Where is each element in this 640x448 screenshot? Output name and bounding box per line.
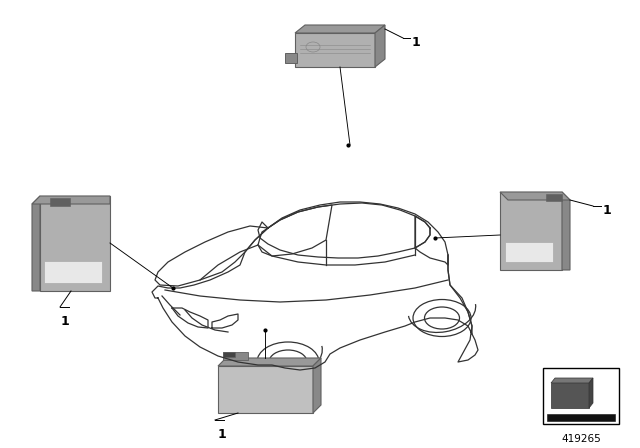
Bar [547, 414, 615, 421]
Polygon shape [32, 196, 40, 291]
Bar [223, 352, 248, 360]
Text: 1: 1 [603, 203, 612, 216]
Bar [505, 242, 553, 262]
Text: 419265: 419265 [561, 434, 601, 444]
Bar [546, 194, 562, 201]
Bar [285, 53, 297, 63]
Polygon shape [551, 378, 593, 383]
Polygon shape [500, 192, 570, 200]
Polygon shape [32, 196, 110, 204]
Bar [50, 198, 70, 206]
Polygon shape [295, 25, 385, 33]
Polygon shape [375, 25, 385, 67]
Bar [44, 261, 102, 283]
Polygon shape [562, 192, 570, 270]
Polygon shape [500, 192, 562, 270]
Bar [543, 368, 619, 424]
Text: 1: 1 [218, 428, 227, 441]
Polygon shape [313, 358, 321, 413]
Polygon shape [218, 358, 321, 366]
Text: 1: 1 [412, 35, 420, 48]
Text: 1: 1 [61, 315, 69, 328]
Polygon shape [589, 378, 593, 408]
Bar [223, 352, 235, 357]
Polygon shape [40, 196, 110, 291]
Polygon shape [551, 383, 589, 408]
Polygon shape [295, 33, 375, 67]
Polygon shape [218, 366, 313, 413]
